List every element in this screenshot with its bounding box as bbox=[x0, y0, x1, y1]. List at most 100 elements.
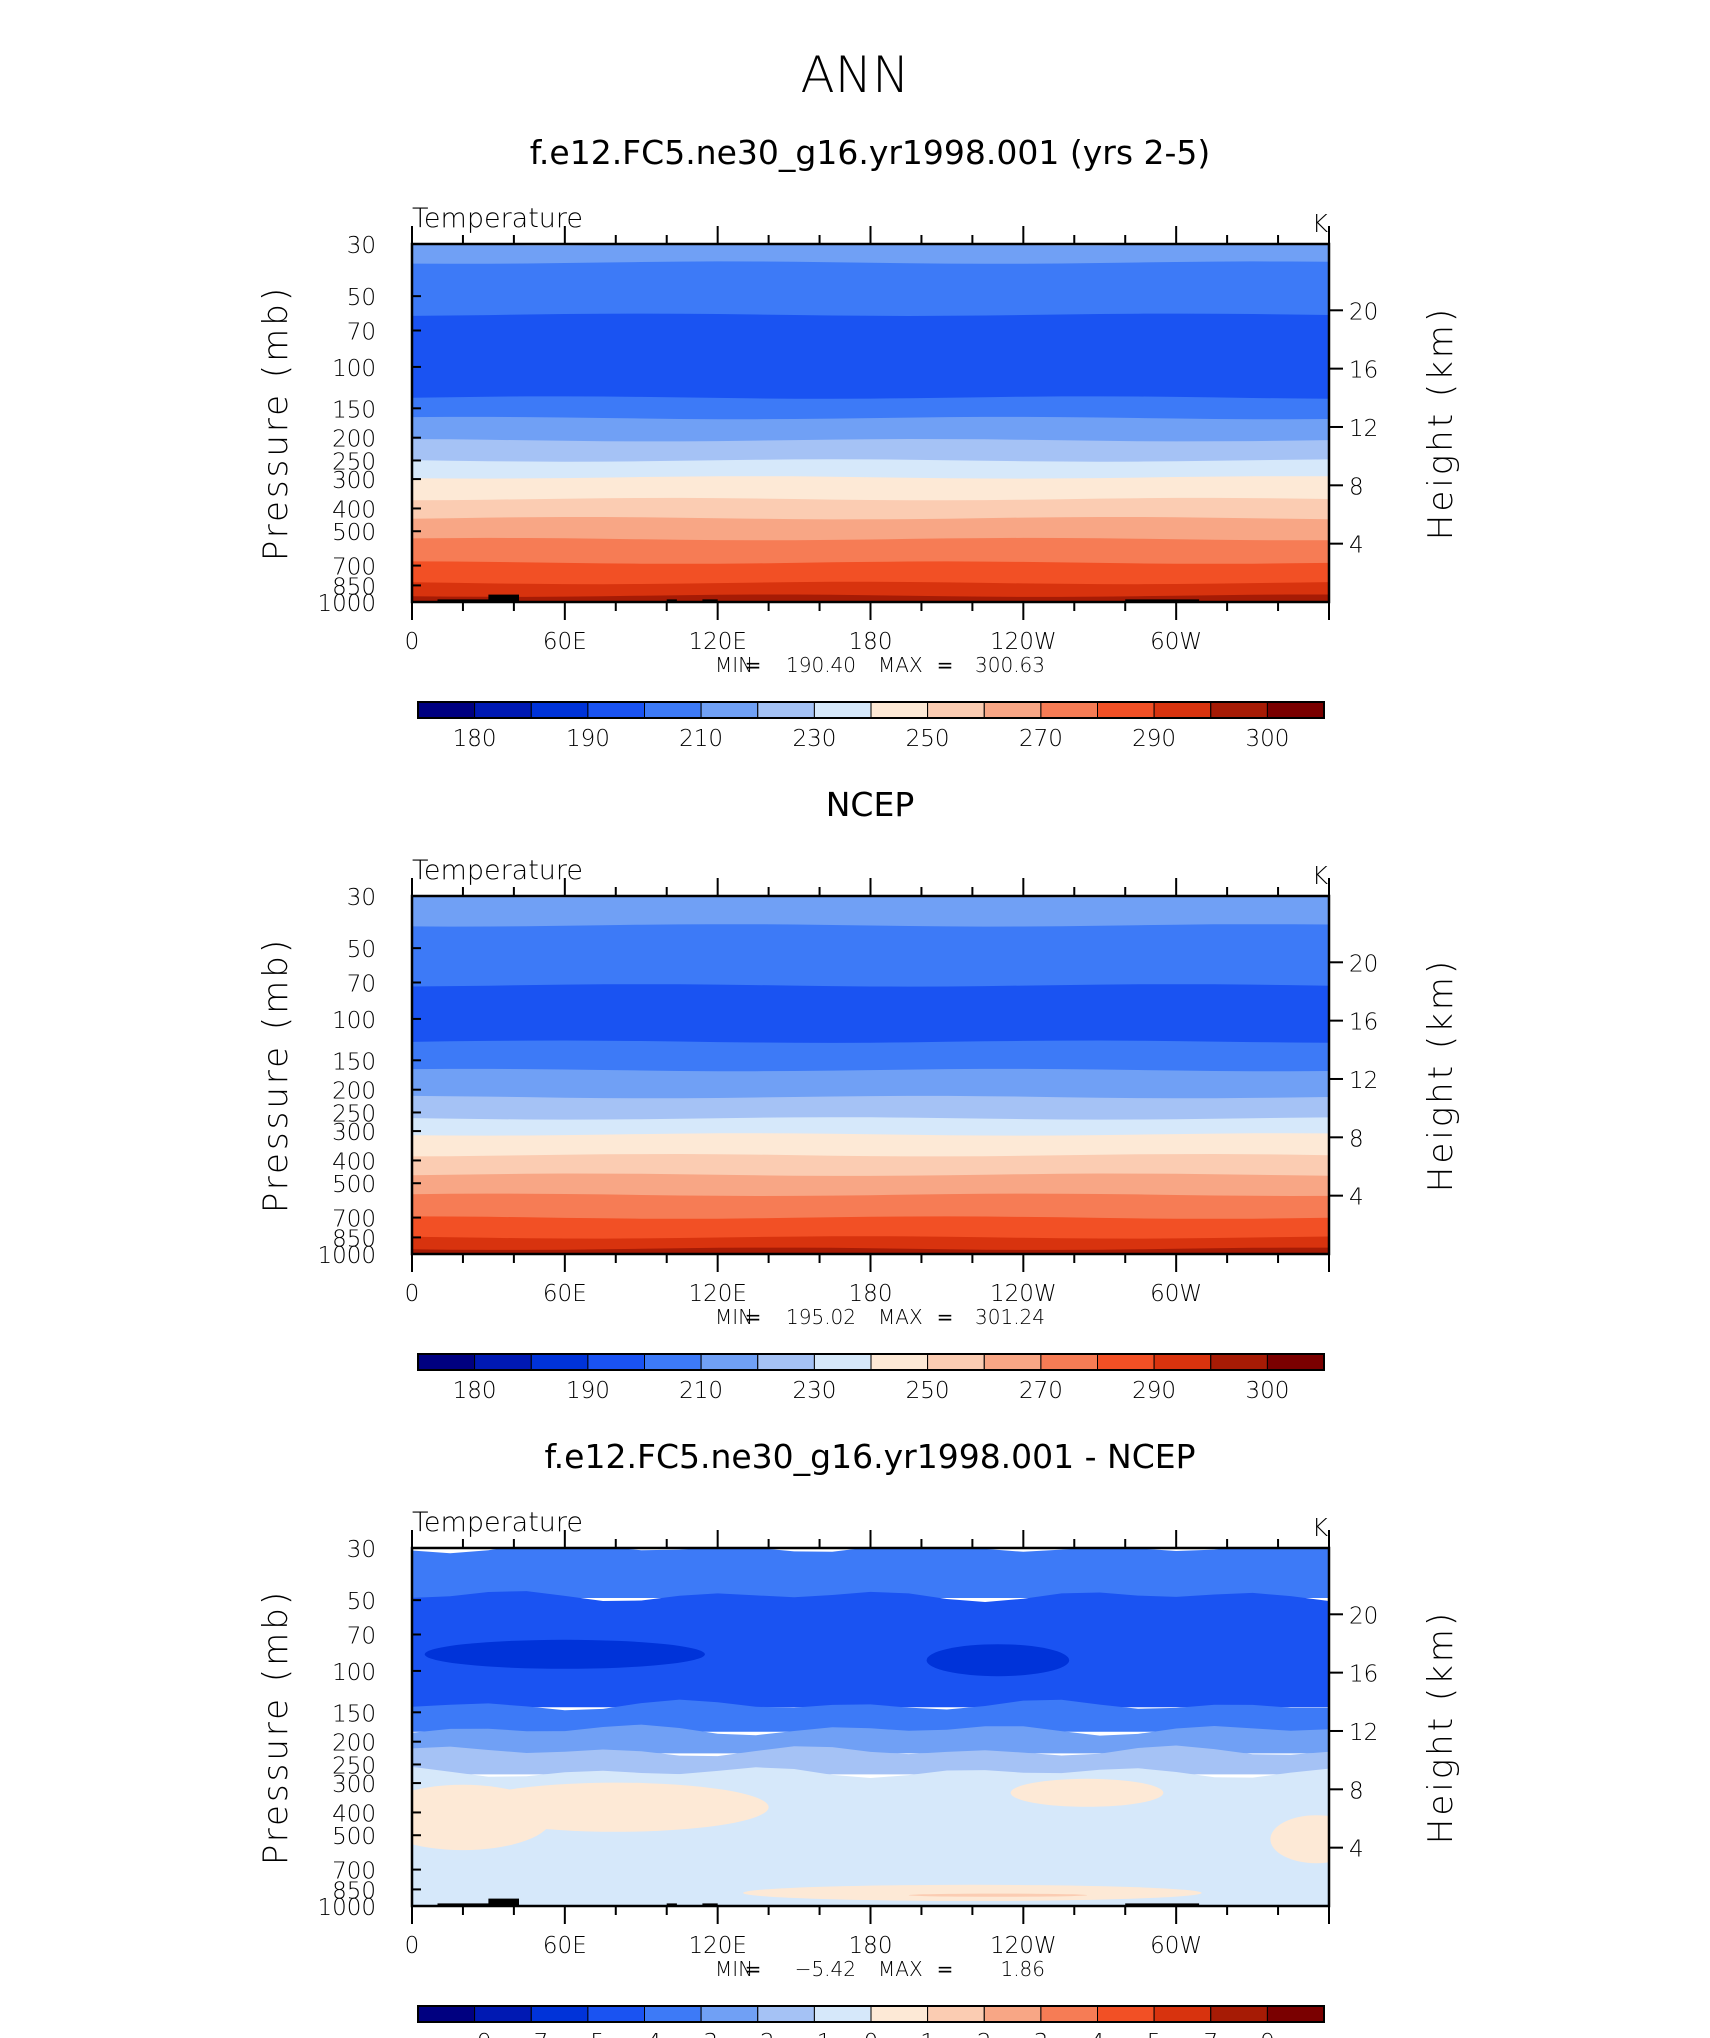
colorbar-swatch bbox=[644, 2005, 702, 2023]
colorbar-swatch bbox=[757, 701, 815, 719]
contour-band bbox=[412, 459, 1329, 480]
pressure-tick-label: 30 bbox=[347, 885, 376, 911]
colorbar-swatch bbox=[1266, 1353, 1325, 1371]
height-tick-label: 16 bbox=[1349, 1662, 1378, 1688]
colorbar-swatch bbox=[700, 2005, 759, 2023]
colorbar-label: 5 bbox=[1147, 2030, 1162, 2038]
colorbar-swatch bbox=[1210, 701, 1268, 719]
colorbar-swatch bbox=[927, 701, 985, 719]
pressure-tick-label: 70 bbox=[347, 1624, 376, 1650]
contour-band bbox=[412, 1591, 1329, 1708]
colorbar-label: 300 bbox=[1245, 726, 1289, 752]
max-equals: = bbox=[937, 1305, 954, 1329]
contour-field bbox=[412, 896, 1329, 1254]
colorbar-label: 210 bbox=[679, 726, 723, 752]
max-value: 300.63 bbox=[975, 653, 1045, 677]
pressure-tick-label: 200 bbox=[332, 1079, 376, 1105]
colorbar: 180 190 210 230 250 270 290 300 bbox=[417, 701, 1325, 752]
contour-anomaly bbox=[908, 1893, 1088, 1897]
pressure-tick-label: 30 bbox=[347, 233, 376, 259]
panel-1: f.e12.FC5.ne30_g16.yr1998.001 (yrs 2-5) T… bbox=[256, 133, 1461, 752]
height-tick-label: 12 bbox=[1349, 1068, 1378, 1094]
pressure-tick-label: 150 bbox=[332, 397, 376, 423]
y-axis-label: Pressure (mb) bbox=[256, 285, 296, 561]
contour-band bbox=[412, 497, 1329, 521]
pressure-tick-label: 400 bbox=[332, 1149, 376, 1175]
y-axis-label: Pressure (mb) bbox=[256, 937, 296, 1213]
min-max-stats: MIN= 195.02 MAX = 301.24 bbox=[715, 1305, 1045, 1329]
contour-band bbox=[412, 439, 1329, 463]
contour-band bbox=[412, 581, 1329, 598]
contour-band bbox=[412, 244, 1329, 265]
min-equals: = bbox=[745, 1957, 762, 1981]
units-label: K bbox=[1312, 861, 1329, 890]
colorbar-label: 7 bbox=[1203, 2030, 1218, 2038]
max-equals: = bbox=[937, 1957, 954, 1981]
height-tick-label: 20 bbox=[1349, 1603, 1378, 1629]
pressure-tick-label: 500 bbox=[332, 520, 376, 546]
pressure-tick-label: 1000 bbox=[317, 591, 376, 617]
figure-title: ANN bbox=[800, 46, 909, 104]
contour-band bbox=[412, 1236, 1329, 1251]
x-tick-label: 60E bbox=[543, 629, 587, 655]
contour-band bbox=[412, 1193, 1329, 1220]
height-tick-label: 16 bbox=[1349, 1010, 1378, 1036]
colorbar-swatch bbox=[1210, 1353, 1268, 1371]
pressure-tick-label: 50 bbox=[347, 285, 376, 311]
height-axis: 20 16 12 8 4 bbox=[1329, 1603, 1378, 1863]
contour-band bbox=[412, 594, 1329, 602]
colorbar-swatch bbox=[757, 2005, 815, 2023]
colorbar-swatch bbox=[1210, 2005, 1268, 2023]
colorbar-swatch bbox=[1153, 1353, 1212, 1371]
pressure-tick-label: 100 bbox=[332, 356, 376, 382]
contour-band bbox=[412, 1173, 1329, 1197]
contour-band bbox=[412, 416, 1329, 443]
x-tick-label: 0 bbox=[405, 1933, 420, 1959]
contour-band bbox=[412, 1068, 1329, 1100]
contour-band bbox=[412, 1745, 1329, 1775]
contour-band bbox=[412, 396, 1329, 421]
variable-label: Temperature bbox=[412, 203, 583, 234]
contour-band bbox=[412, 261, 1329, 317]
pressure-tick-label: 100 bbox=[332, 1008, 376, 1034]
contour-band bbox=[412, 896, 1329, 928]
topography bbox=[702, 599, 718, 602]
topography bbox=[488, 1898, 519, 1906]
longitude-axis: 0 60E 120E 180 120W 60W bbox=[405, 1530, 1330, 1959]
min-value: −5.42 bbox=[795, 1957, 856, 1981]
colorbar-swatch bbox=[700, 1353, 759, 1371]
pressure-tick-label: 500 bbox=[332, 1172, 376, 1198]
panel-title: NCEP bbox=[826, 785, 914, 824]
colorbar-swatch bbox=[530, 2005, 589, 2023]
colorbar-swatch bbox=[587, 2005, 646, 2023]
colorbar-label: 4 bbox=[1090, 2030, 1105, 2038]
contour-band bbox=[412, 1095, 1329, 1121]
colorbar-label: 190 bbox=[566, 1378, 610, 1404]
colorbar-swatch bbox=[870, 701, 929, 719]
colorbar-label: 1 bbox=[920, 2030, 935, 2038]
colorbar-label: 9 bbox=[1260, 2030, 1275, 2038]
colorbar-swatch bbox=[700, 701, 759, 719]
colorbar-swatch bbox=[927, 2005, 985, 2023]
longitude-axis: 0 60E 120E 180 120W 60W bbox=[405, 878, 1330, 1307]
y-axis-label-right: Height (km) bbox=[1421, 1610, 1461, 1844]
colorbar-swatch bbox=[813, 1353, 872, 1371]
max-equals: = bbox=[937, 653, 954, 677]
colorbar-label: 290 bbox=[1132, 1378, 1176, 1404]
colorbar-swatch bbox=[1097, 1353, 1155, 1371]
x-tick-label: 60E bbox=[543, 1281, 587, 1307]
panel-3: f.e12.FC5.ne30_g16.yr1998.001 - NCEP Temp… bbox=[256, 1437, 1461, 2038]
colorbar-label: −7 bbox=[514, 2030, 548, 2038]
x-tick-label: 120E bbox=[688, 1933, 746, 1959]
colorbar-label: 270 bbox=[1019, 1378, 1063, 1404]
colorbar-frame bbox=[417, 1353, 1325, 1371]
contour-anomaly bbox=[1010, 1778, 1164, 1807]
x-tick-label: 0 bbox=[405, 629, 420, 655]
min-value: 190.40 bbox=[786, 653, 856, 677]
height-tick-label: 16 bbox=[1349, 358, 1378, 384]
colorbar: 180 190 210 230 250 270 290 300 bbox=[417, 1353, 1325, 1404]
contour-anomaly bbox=[743, 1884, 1202, 1901]
units-label: K bbox=[1312, 1513, 1329, 1542]
pressure-tick-label: 300 bbox=[332, 1120, 376, 1146]
